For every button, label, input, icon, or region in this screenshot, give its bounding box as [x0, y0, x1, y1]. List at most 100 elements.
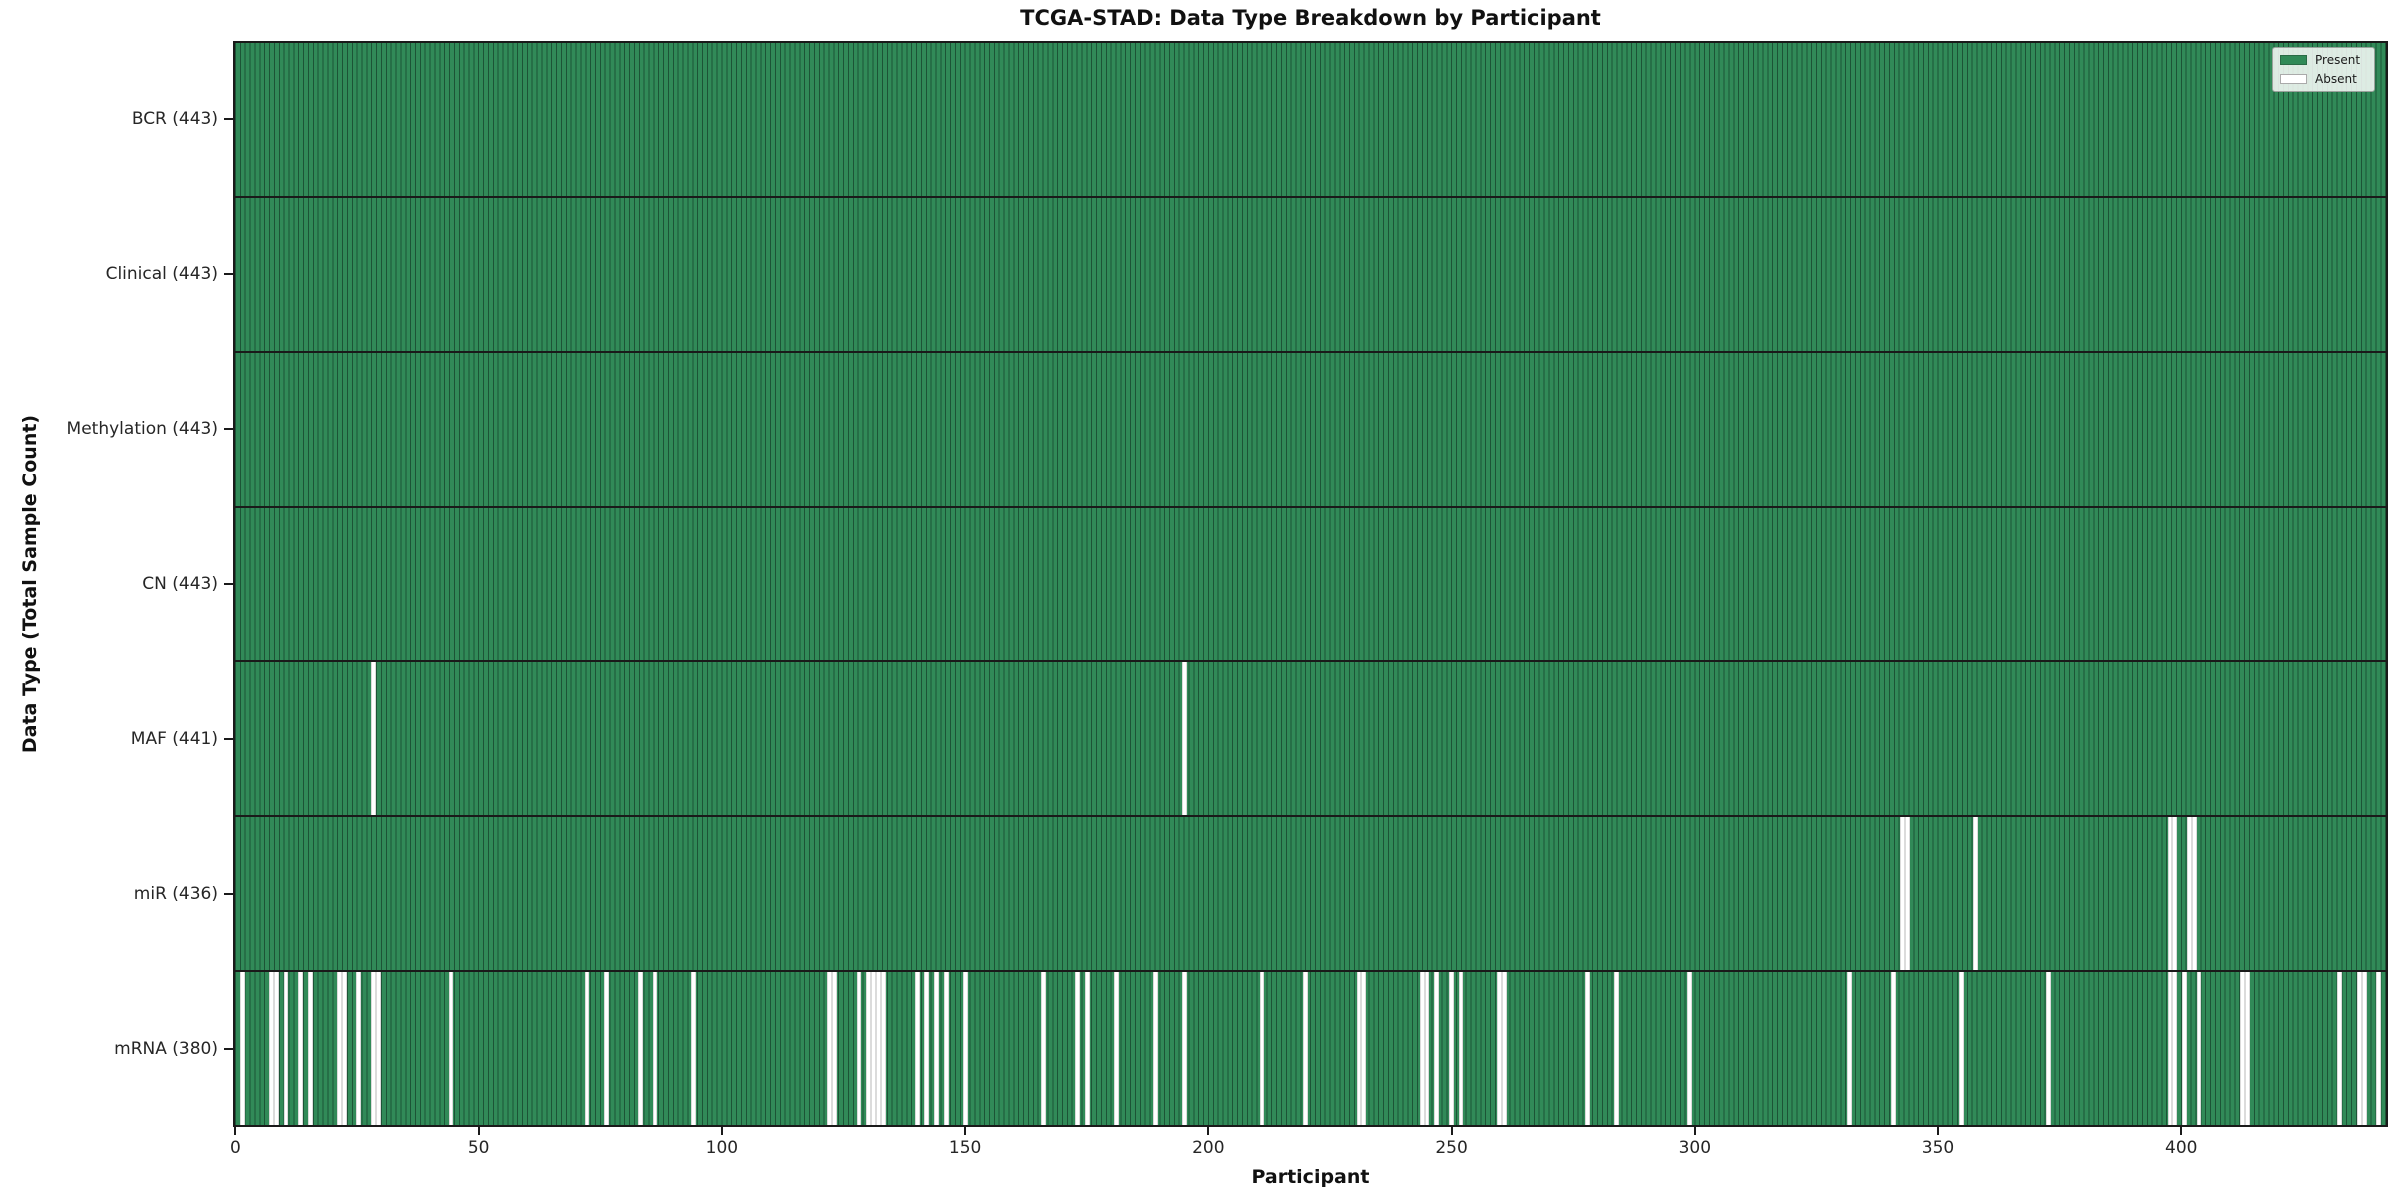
absent-cell: [2240, 972, 2246, 1126]
legend-swatch-icon: [2280, 74, 2307, 84]
absent-cell: [2361, 972, 2367, 1126]
x-tick-mark: [477, 1127, 480, 1135]
absent-cell: [963, 972, 969, 1126]
x-tick-label: 350: [1921, 1138, 1955, 1158]
absent-cell: [1497, 972, 1503, 1126]
absent-cell: [370, 972, 376, 1126]
absent-cell: [2167, 817, 2173, 971]
legend-swatch-icon: [2280, 55, 2307, 65]
absent-cell: [268, 972, 274, 1126]
x-tick-label: 150: [948, 1138, 982, 1158]
absent-cell: [283, 972, 289, 1126]
absent-cell: [924, 972, 930, 1126]
absent-cell: [934, 972, 940, 1126]
absent-cell: [356, 972, 362, 1126]
y-tick-label: Clinical (443): [105, 263, 218, 284]
absent-cell: [2172, 817, 2178, 971]
absent-cell: [1419, 972, 1425, 1126]
y-tick-mark: [224, 583, 233, 585]
absent-cell: [827, 972, 833, 1126]
y-tick-mark: [224, 1048, 233, 1051]
absent-cell: [2337, 972, 2343, 1126]
legend: Present Absent: [2272, 47, 2375, 92]
heatmap-row-maf: [235, 662, 2386, 818]
absent-cell: [298, 972, 303, 1126]
absent-cell: [1890, 972, 1896, 1126]
absent-cell: [2186, 817, 2192, 971]
y-tick-mark: [224, 893, 233, 896]
x-tick-mark: [1693, 1127, 1696, 1135]
absent-cell: [1905, 817, 1911, 971]
x-tick-label: 400: [2165, 1138, 2198, 1158]
absent-cell: [943, 972, 949, 1126]
legend-label: Absent: [2315, 72, 2357, 86]
absent-cell: [871, 972, 876, 1126]
absent-cell: [1973, 817, 1979, 971]
absent-cell: [1847, 972, 1852, 1126]
x-tick-label: 0: [230, 1138, 241, 1158]
heatmap-row-methylation: [235, 352, 2386, 508]
y-tick-label: BCR (443): [131, 108, 218, 129]
x-axis-label: Participant: [1251, 1166, 1370, 1188]
absent-cell: [856, 972, 862, 1126]
absent-cell: [604, 972, 609, 1126]
absent-cell: [1502, 972, 1508, 1126]
absent-cell: [1613, 972, 1619, 1126]
absent-cell: [652, 972, 658, 1126]
legend-entry-absent: Absent: [2280, 72, 2367, 86]
chart-title: TCGA-STAD: Data Type Breakdown by Partic…: [1020, 6, 1601, 30]
absent-cell: [370, 662, 376, 816]
absent-cell: [2182, 972, 2187, 1126]
absent-cell: [1259, 972, 1265, 1126]
heatmap-row-mrna: [235, 972, 2386, 1126]
absent-cell: [2046, 972, 2051, 1126]
absent-cell: [1584, 972, 1590, 1126]
absent-cell: [832, 972, 838, 1126]
absent-cell: [1458, 972, 1464, 1126]
absent-cell: [914, 972, 920, 1126]
heatmap-row-bcr: [235, 43, 2386, 198]
absent-cell: [691, 972, 697, 1126]
x-tick-mark: [1450, 1127, 1453, 1135]
x-tick-mark: [720, 1127, 723, 1135]
absent-cell: [2167, 972, 2173, 1126]
heatmap-row-cn: [235, 507, 2386, 663]
absent-cell: [2245, 972, 2251, 1126]
absent-cell: [341, 972, 347, 1126]
absent-cell: [375, 972, 381, 1126]
absent-cell: [1181, 972, 1187, 1126]
x-tick-label: 250: [1435, 1138, 1468, 1158]
absent-cell: [1075, 972, 1080, 1126]
legend-entry-present: Present: [2280, 53, 2367, 67]
y-tick-mark: [224, 117, 233, 120]
x-tick-mark: [1207, 1127, 1210, 1135]
absent-cell: [1113, 972, 1119, 1126]
absent-cell: [1152, 972, 1158, 1126]
absent-cell: [1356, 972, 1362, 1126]
y-tick-label: miR (436): [133, 884, 218, 905]
absent-cell: [2196, 972, 2202, 1126]
absent-cell: [2356, 972, 2362, 1126]
heatmap-row-clinical: [235, 197, 2386, 353]
absent-cell: [1084, 972, 1090, 1126]
y-tick-mark: [224, 738, 233, 741]
absent-cell: [638, 972, 643, 1126]
absent-cell: [1041, 972, 1046, 1126]
heatmap-row-mir: [235, 817, 2386, 973]
absent-cell: [1303, 972, 1309, 1126]
y-tick-label: mRNA (380): [114, 1039, 218, 1060]
absent-cell: [1900, 817, 1906, 971]
x-tick-label: 100: [705, 1138, 739, 1158]
x-tick-mark: [1937, 1127, 1940, 1135]
plot-area: [233, 41, 2388, 1127]
y-tick-label: Methylation (443): [66, 418, 218, 439]
absent-cell: [2191, 817, 2197, 971]
absent-cell: [875, 972, 881, 1126]
x-tick-mark: [234, 1127, 237, 1135]
absent-cell: [584, 972, 590, 1126]
absent-cell: [1424, 972, 1430, 1126]
absent-cell: [2376, 972, 2382, 1126]
y-tick-label: CN (443): [142, 574, 218, 594]
absent-cell: [448, 972, 454, 1126]
